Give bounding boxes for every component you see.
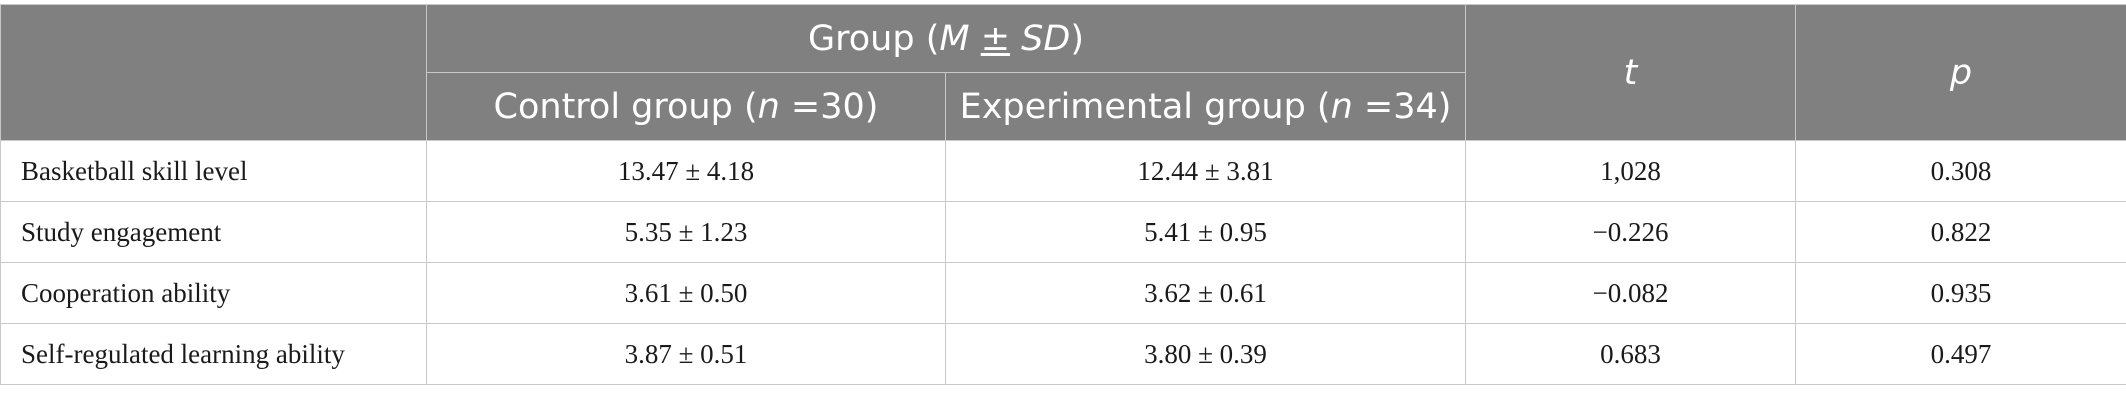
header-group: Group (M ± SD)	[425, 4, 1467, 73]
row-label: Self-regulated learning ability	[0, 323, 427, 385]
p-value: 0.497	[1795, 323, 2126, 385]
table-body: Basketball skill level 13.47 ± 4.18 12.4…	[0, 140, 2126, 385]
control-value: 3.87 ± 0.51	[426, 323, 946, 385]
p-value: 0.935	[1795, 262, 2126, 324]
header-t: t	[1465, 4, 1797, 141]
t-value: −0.082	[1465, 262, 1797, 324]
header-blank-cell	[0, 4, 427, 141]
experimental-value: 3.62 ± 0.61	[944, 262, 1467, 324]
row-label: Study engagement	[0, 201, 427, 263]
t-value: −0.226	[1465, 201, 1797, 263]
control-value: 5.35 ± 1.23	[426, 201, 946, 263]
table-row: Cooperation ability 3.61 ± 0.50 3.62 ± 0…	[0, 262, 2126, 324]
experimental-value: 12.44 ± 3.81	[944, 140, 1467, 202]
table-row: Basketball skill level 13.47 ± 4.18 12.4…	[0, 140, 2126, 202]
t-value: 1,028	[1465, 140, 1797, 202]
table-row: Self-regulated learning ability 3.87 ± 0…	[0, 323, 2126, 385]
table-header: Group (M ± SD) t p Control group (n =30)…	[0, 4, 2126, 141]
header-row-sub: Control group (n =30) Experimental group…	[1, 72, 2126, 141]
header-control: Control group (n =30)	[426, 72, 946, 141]
header-row-top: Group (M ± SD) t p	[0, 4, 2126, 141]
experimental-value: 5.41 ± 0.95	[944, 201, 1467, 263]
row-label: Cooperation ability	[0, 262, 427, 324]
row-label: Basketball skill level	[0, 140, 427, 202]
experimental-value: 3.80 ± 0.39	[944, 323, 1467, 385]
results-table: Group (M ± SD) t p Control group (n =30)…	[0, 4, 2126, 385]
control-value: 13.47 ± 4.18	[426, 140, 946, 202]
p-value: 0.308	[1795, 140, 2126, 202]
table-row: Study engagement 5.35 ± 1.23 5.41 ± 0.95…	[0, 201, 2126, 263]
t-value: 0.683	[1465, 323, 1797, 385]
control-value: 3.61 ± 0.50	[426, 262, 946, 324]
header-experimental: Experimental group (n =34)	[944, 72, 1467, 141]
p-value: 0.822	[1795, 201, 2126, 263]
header-p: p	[1795, 4, 2126, 141]
